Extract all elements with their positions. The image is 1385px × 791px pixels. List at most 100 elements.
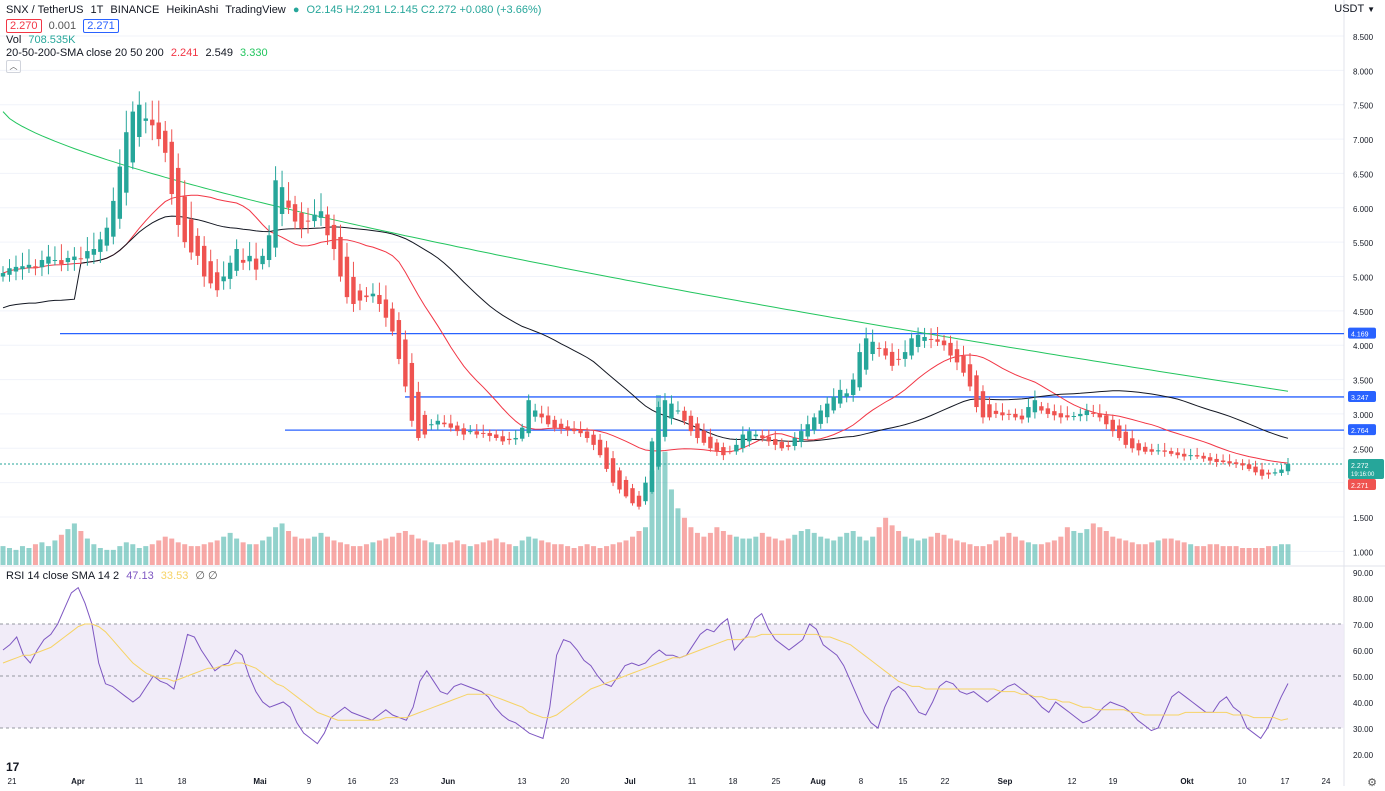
- sma50-value: 2.549: [205, 47, 233, 59]
- candle-body: [52, 260, 58, 262]
- volume-bar: [1227, 546, 1233, 565]
- collapse-legend-button[interactable]: ︿: [6, 60, 21, 73]
- rsi-sma-line: [2, 623, 1289, 721]
- volume-bar: [870, 536, 876, 565]
- volume-bar: [532, 538, 538, 565]
- candle-body: [260, 255, 265, 265]
- tradingview-logo-icon[interactable]: 17: [6, 760, 20, 774]
- price-tick-label: 8.500: [1353, 33, 1374, 42]
- volume-bar: [1259, 548, 1265, 565]
- time-tick-label: Mai: [253, 777, 266, 786]
- bid-button[interactable]: 2.270: [6, 19, 42, 33]
- rsi-tick-label: 30.00: [1353, 725, 1374, 734]
- volume-bar: [649, 470, 655, 565]
- candle-body: [987, 404, 992, 418]
- symbol-label[interactable]: SNX / TetherUS: [6, 4, 84, 16]
- ohlc-values: O2.145 H2.291 L2.145 C2.272 +0.080 (+3.6…: [306, 4, 542, 16]
- volume-bar: [896, 531, 902, 565]
- candle-body: [961, 355, 966, 373]
- volume-bar: [1077, 532, 1083, 565]
- volume-bar: [435, 544, 441, 565]
- candle-body: [597, 439, 603, 456]
- chevron-down-icon: ▼: [1367, 5, 1375, 14]
- interval-label[interactable]: 1T: [90, 4, 104, 16]
- volume-bar: [785, 538, 791, 565]
- candle-body: [46, 256, 51, 264]
- volume-bar: [305, 538, 311, 565]
- volume-bar: [980, 546, 986, 565]
- currency-selector[interactable]: USDT ▼: [1334, 3, 1375, 15]
- volume-legend[interactable]: Vol 708.535K: [6, 33, 79, 47]
- candle-body: [831, 396, 836, 411]
- volume-bar: [1272, 546, 1278, 565]
- candle-body: [837, 389, 843, 404]
- candle-body: [312, 214, 317, 222]
- source-label: TradingView: [225, 4, 286, 16]
- candle-body: [474, 431, 479, 435]
- volume-bar: [422, 540, 428, 565]
- candle-body: [623, 479, 629, 497]
- volume-bar: [824, 538, 830, 565]
- time-tick-label: Sep: [998, 777, 1013, 786]
- volume-bar: [292, 536, 298, 565]
- candle-body: [688, 415, 694, 432]
- candle-body: [26, 264, 32, 268]
- time-tick-label: 16: [348, 777, 357, 786]
- price-tick-label: 1.000: [1353, 548, 1374, 557]
- volume-bar: [500, 542, 506, 565]
- volume-bar: [123, 542, 129, 565]
- volume-bar: [506, 544, 512, 565]
- price-tick-label: 5.500: [1353, 239, 1374, 248]
- volume-bar: [467, 546, 473, 565]
- time-tick-label: 24: [1322, 777, 1331, 786]
- candle-body: [1207, 457, 1213, 461]
- candle-body: [286, 200, 291, 208]
- volume-bar: [6, 548, 12, 565]
- candle-body: [1181, 453, 1187, 457]
- volume-bar: [1025, 542, 1031, 565]
- sma-legend[interactable]: 20-50-200-SMA close 20 50 200 2.241 2.54…: [6, 46, 272, 60]
- volume-bar: [208, 542, 214, 565]
- volume-bar: [260, 540, 266, 565]
- volume-bar: [941, 534, 947, 565]
- candle-body: [766, 436, 772, 442]
- candle-body: [825, 403, 830, 418]
- time-tick-label: 12: [1068, 777, 1077, 786]
- price-label-text: 3.247: [1351, 395, 1369, 402]
- volume-bar: [201, 544, 207, 565]
- candle-body: [1233, 462, 1239, 465]
- volume-bar: [286, 531, 292, 565]
- candle-body: [33, 266, 38, 269]
- ask-button[interactable]: 2.271: [83, 19, 119, 33]
- volume-bar: [1246, 548, 1252, 565]
- candle-body: [383, 299, 389, 318]
- candle-body: [941, 340, 947, 346]
- candle-body: [630, 488, 635, 504]
- candle-body: [740, 434, 746, 449]
- candle-body: [487, 433, 492, 436]
- volume-bar: [52, 540, 58, 565]
- volume-bar: [389, 536, 395, 565]
- candle-body: [507, 438, 512, 441]
- volume-bar: [247, 544, 253, 565]
- candle-body: [305, 220, 311, 222]
- candle-body: [124, 132, 129, 193]
- candle-body: [1097, 413, 1102, 418]
- rsi-legend[interactable]: RSI 14 close SMA 14 2 47.13 33.53 ∅ ∅: [6, 569, 222, 583]
- price-tick-label: 2.500: [1353, 445, 1374, 454]
- candle-body: [72, 256, 77, 261]
- candle-body: [189, 219, 194, 253]
- volume-bar: [370, 542, 376, 565]
- candle-body: [182, 196, 187, 243]
- gear-icon[interactable]: ⚙: [1367, 777, 1377, 789]
- sma20-line: [2, 194, 1289, 464]
- candle-body: [1006, 413, 1012, 415]
- candle-body: [1123, 431, 1128, 445]
- moving-averages: [2, 111, 1289, 464]
- volume-bar: [701, 536, 707, 565]
- rsi-extra: ∅ ∅: [195, 570, 218, 582]
- candle-body: [799, 431, 804, 442]
- candle-body: [682, 410, 687, 421]
